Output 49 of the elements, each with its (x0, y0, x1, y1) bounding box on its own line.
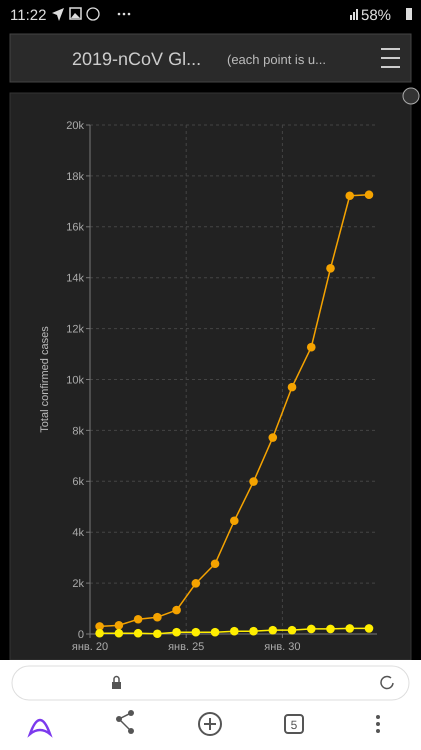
point (230, 516, 239, 526)
point (288, 626, 296, 634)
point (192, 628, 200, 637)
y-tick-label: 2k (72, 578, 84, 590)
point (172, 606, 181, 614)
point (210, 559, 220, 568)
point (306, 342, 316, 352)
y-tick-label: 18k (66, 170, 84, 183)
point (134, 628, 142, 638)
point (345, 624, 354, 633)
point (114, 628, 124, 638)
point (326, 264, 335, 273)
point (249, 477, 258, 486)
point (172, 628, 181, 637)
point (134, 614, 142, 624)
y-tick-label: 8k (72, 425, 84, 438)
chart-subtitle: (each point is u... (227, 52, 326, 67)
text: 11:22 (10, 7, 46, 24)
y-axis-title: Total confirmed cases (39, 326, 51, 433)
point (249, 626, 258, 636)
point (306, 624, 316, 634)
y-tick-label: 0 (78, 628, 84, 641)
x-tick-label: янв. 25 (168, 641, 204, 653)
point (345, 191, 354, 200)
point (95, 628, 104, 638)
x-tick-label: янв. 30 (264, 641, 301, 653)
point (268, 433, 278, 442)
point (153, 612, 162, 622)
y-tick-label: 12k (66, 323, 84, 336)
point (326, 624, 335, 634)
point (288, 382, 296, 392)
x-tick-label: янв. 20 (72, 641, 108, 653)
y-tick-label: 6k (72, 476, 84, 488)
point (268, 626, 278, 634)
text: 5 (290, 718, 298, 732)
point (114, 621, 124, 630)
y-tick-label: 10k (66, 374, 84, 386)
point (230, 626, 239, 636)
y-tick-label: 14k (66, 272, 84, 285)
point (364, 190, 374, 200)
y-tick-label: 4k (72, 527, 84, 540)
y-tick-label: 16k (66, 222, 84, 234)
point (210, 628, 220, 637)
y-tick-label: 20k (66, 120, 84, 132)
point (364, 624, 374, 633)
text: 58% (361, 7, 392, 24)
chart-title: 2019-nCoV Gl... (72, 49, 202, 69)
point (153, 629, 162, 638)
point (192, 579, 200, 588)
